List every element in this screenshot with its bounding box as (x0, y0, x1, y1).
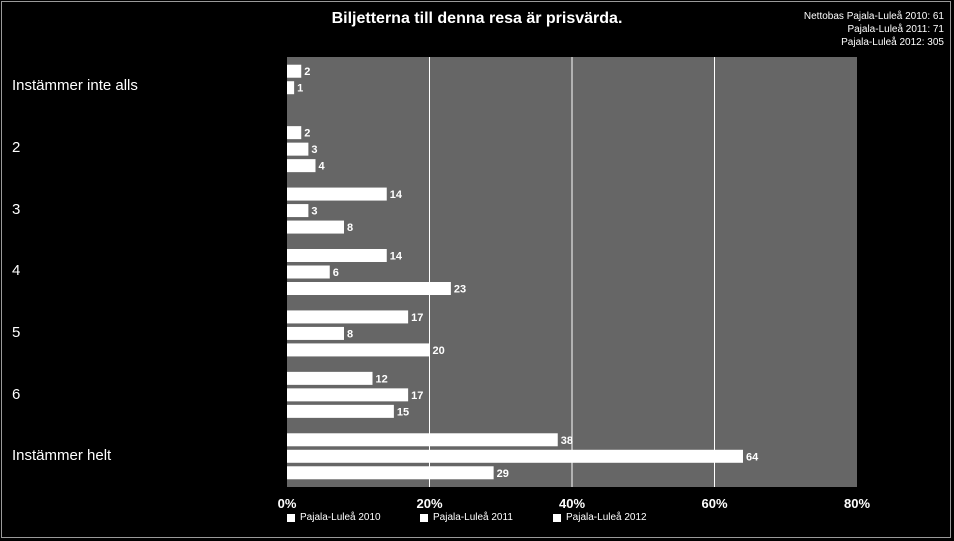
bar-value-label: 4 (319, 161, 326, 173)
bar (287, 310, 409, 324)
legend-swatch (287, 513, 295, 522)
legend-item: Pajala-Luleå 2011 (420, 512, 513, 523)
bar (287, 282, 451, 295)
category-label: 5 (12, 324, 21, 341)
category-label: 3 (12, 201, 21, 218)
bar (287, 220, 344, 234)
category-label: 2 (12, 139, 21, 156)
bar (287, 81, 295, 95)
bar (287, 265, 330, 279)
bar-value-label: 2 (304, 66, 310, 78)
bar-value-label: 6 (333, 267, 339, 279)
x-tick-label: 20% (416, 496, 443, 511)
legend-item: Pajala-Luleå 2010 (287, 512, 381, 523)
bar-value-label: 64 (746, 451, 759, 463)
x-tick-label: 60% (701, 496, 728, 511)
nettobas-line-3: Pajala-Luleå 2012: 305 (841, 37, 944, 48)
bar (287, 404, 394, 418)
gridlines (429, 57, 715, 487)
category-label: 6 (12, 386, 21, 403)
bar-value-label: 12 (376, 373, 388, 385)
x-tick-label: 80% (843, 496, 871, 511)
bar-value-label: 38 (561, 435, 573, 447)
bar-value-label: 2 (304, 128, 310, 140)
nettobas-line-1: Nettobas Pajala-Luleå 2010: 61 (803, 11, 944, 22)
chart-title: Biljetterna till denna resa är prisvärda… (331, 10, 623, 27)
bar (287, 142, 309, 156)
bar-value-label: 23 (454, 284, 466, 296)
legend-label: Pajala-Luleå 2010 (300, 512, 381, 523)
category-label: 4 (12, 262, 21, 279)
bar (287, 371, 373, 385)
bar-value-label: 3 (311, 144, 317, 156)
legend-label: Pajala-Luleå 2011 (433, 512, 513, 523)
bar-value-label: 15 (397, 406, 409, 418)
bar-value-label: 17 (411, 390, 423, 402)
bar-value-label: 14 (390, 251, 403, 263)
bar-value-label: 1 (297, 83, 303, 95)
bar (287, 433, 558, 447)
bar-value-label: 20 (433, 345, 445, 357)
bar (287, 466, 494, 480)
bar (287, 326, 344, 340)
bar (287, 388, 409, 402)
bar-value-label: 14 (390, 189, 403, 201)
bar-value-label: 3 (311, 206, 317, 218)
category-label: Instämmer inte alls (12, 77, 138, 94)
x-tick-label: 0% (277, 496, 297, 511)
bar (287, 64, 302, 78)
bar-value-label: 8 (347, 222, 353, 234)
bar (287, 204, 309, 218)
legend-item: Pajala-Luleå 2012 (553, 512, 647, 523)
legend-label: Pajala-Luleå 2012 (566, 512, 647, 523)
bar-value-label: 29 (497, 468, 509, 480)
bar-value-label: 17 (411, 312, 423, 324)
bar (287, 159, 316, 173)
bar (287, 249, 387, 262)
legend-swatch (553, 513, 561, 522)
bar (287, 187, 387, 201)
nettobas-box: Nettobas Pajala-Luleå 2010: 61 Pajala-Lu… (804, 10, 944, 49)
bars (287, 64, 743, 480)
legend-swatch (420, 513, 428, 522)
x-tick-label: 40% (558, 496, 586, 511)
nettobas-line-2: Pajala-Luleå 2011: 71 (847, 24, 944, 35)
category-label: Instämmer helt (12, 447, 112, 464)
bar (287, 343, 430, 357)
bar-value-label: 8 (347, 328, 353, 340)
bar (287, 126, 302, 140)
bar (287, 449, 743, 463)
